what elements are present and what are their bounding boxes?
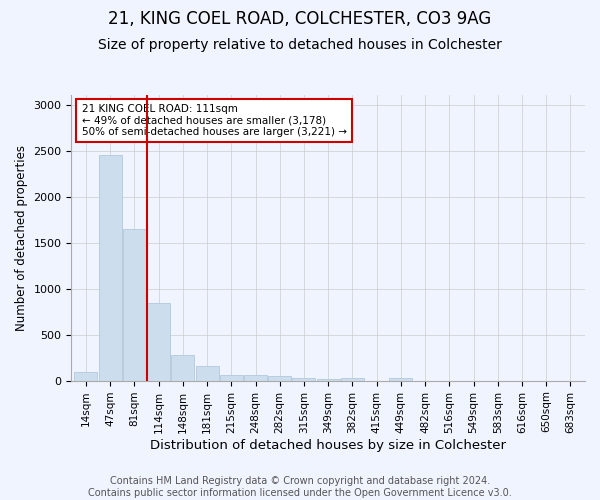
Bar [147,302,170,380]
Bar [74,372,97,380]
Bar [220,374,243,380]
Bar [341,378,364,380]
Bar [123,229,146,380]
Bar [98,156,122,380]
Bar [244,374,267,380]
Bar [196,366,218,380]
Bar [292,378,316,380]
Text: Contains HM Land Registry data © Crown copyright and database right 2024.
Contai: Contains HM Land Registry data © Crown c… [88,476,512,498]
Bar [389,378,412,380]
Bar [268,376,291,380]
Y-axis label: Number of detached properties: Number of detached properties [15,145,28,331]
X-axis label: Distribution of detached houses by size in Colchester: Distribution of detached houses by size … [150,440,506,452]
Bar [317,379,340,380]
Text: 21 KING COEL ROAD: 111sqm
← 49% of detached houses are smaller (3,178)
50% of se: 21 KING COEL ROAD: 111sqm ← 49% of detac… [82,104,347,138]
Text: Size of property relative to detached houses in Colchester: Size of property relative to detached ho… [98,38,502,52]
Bar [172,356,194,380]
Text: 21, KING COEL ROAD, COLCHESTER, CO3 9AG: 21, KING COEL ROAD, COLCHESTER, CO3 9AG [109,10,491,28]
